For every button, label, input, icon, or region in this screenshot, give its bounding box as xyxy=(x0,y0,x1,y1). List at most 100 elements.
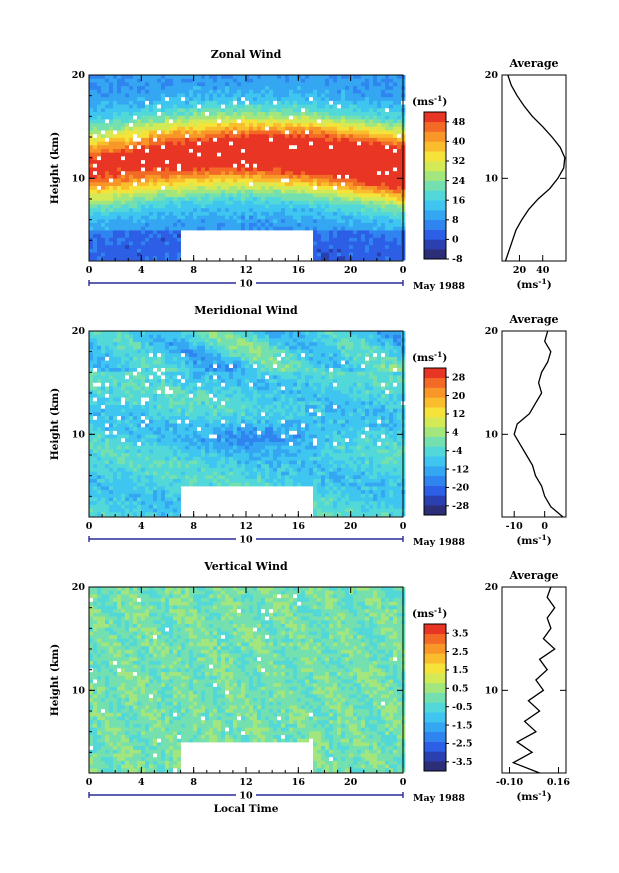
heatmap-cell xyxy=(121,137,126,142)
heatmap-cell xyxy=(101,245,106,250)
heatmap-cell xyxy=(377,211,382,216)
heatmap-cell xyxy=(165,230,170,235)
heatmap-cell xyxy=(125,134,130,139)
heatmap-cell xyxy=(165,160,170,165)
heatmap-cell xyxy=(129,149,134,154)
heatmap-cell xyxy=(345,141,350,146)
heatmap-cell xyxy=(341,156,346,161)
heatmap-cell xyxy=(237,189,242,194)
heatmap-cell xyxy=(393,89,398,94)
heatmap-cell xyxy=(205,241,210,246)
heatmap-cell xyxy=(345,171,350,176)
heatmap-cell xyxy=(309,104,314,109)
heatmap-cell xyxy=(325,171,330,176)
heatmap-cell xyxy=(265,237,270,242)
heatmap-cell xyxy=(301,97,306,102)
heatmap-cell xyxy=(365,237,370,242)
heatmap-cell xyxy=(265,248,270,253)
heatmap-cell xyxy=(297,234,302,239)
heatmap-cell xyxy=(389,219,394,224)
heatmap-cell xyxy=(213,211,218,216)
heatmap-cell xyxy=(117,512,122,517)
heatmap-cell xyxy=(377,149,382,154)
heatmap-cell xyxy=(97,412,102,417)
heatmap-cell xyxy=(253,115,258,120)
heatmap-cell xyxy=(137,256,142,261)
heatmap-cell xyxy=(97,141,102,146)
heatmap-cell xyxy=(309,82,314,87)
heatmap-cell xyxy=(109,331,114,336)
heatmap-cell xyxy=(361,226,366,231)
heatmap-cell xyxy=(181,82,186,87)
heatmap-cell xyxy=(241,174,246,179)
heatmap-cell xyxy=(121,112,126,117)
heatmap-cell xyxy=(121,430,126,435)
heatmap-cell xyxy=(229,89,234,94)
heatmap-cell xyxy=(157,497,162,502)
heatmap-cell xyxy=(205,149,210,154)
heatmap-cell xyxy=(101,490,106,495)
heatmap-cell xyxy=(169,89,174,94)
heatmap-cell xyxy=(89,100,94,105)
heatmap-cell xyxy=(245,134,250,139)
heatmap-cell xyxy=(101,123,106,128)
heatmap-cell xyxy=(393,219,398,224)
heatmap-cell xyxy=(369,145,374,150)
heatmap-cell xyxy=(225,189,230,194)
heatmap-cell xyxy=(145,149,150,154)
heatmap-cell xyxy=(253,248,258,253)
heatmap-cell xyxy=(265,126,270,131)
heatmap-cell xyxy=(229,160,234,165)
heatmap-cell xyxy=(225,223,230,228)
heatmap-cell xyxy=(125,174,130,179)
heatmap-cell xyxy=(349,248,354,253)
heatmap-cell xyxy=(157,490,162,495)
heatmap-cell xyxy=(365,241,370,246)
heatmap-cell xyxy=(341,204,346,209)
heatmap-cell xyxy=(209,223,214,228)
heatmap-cell xyxy=(245,171,250,176)
heatmap-cell xyxy=(129,178,134,183)
heatmap-cell xyxy=(265,86,270,91)
heatmap-cell xyxy=(209,230,214,235)
heatmap-cell xyxy=(93,152,98,157)
heatmap-cell xyxy=(129,141,134,146)
heatmap-cell xyxy=(101,434,106,439)
heatmap-cell xyxy=(129,497,134,502)
heatmap-cell xyxy=(329,234,334,239)
heatmap-cell xyxy=(133,453,138,458)
heatmap-cell xyxy=(349,137,354,142)
heatmap-cell xyxy=(289,97,294,102)
heatmap-cell xyxy=(193,149,198,154)
heatmap-cell xyxy=(89,331,94,336)
heatmap-cell xyxy=(373,145,378,150)
heatmap-cell xyxy=(189,93,194,98)
heatmap-cell xyxy=(113,223,118,228)
heatmap-cell xyxy=(117,508,122,513)
heatmap-cell xyxy=(201,252,206,257)
heatmap-cell xyxy=(273,197,278,202)
heatmap-cell xyxy=(381,193,386,198)
heatmap-cell xyxy=(97,123,102,128)
heatmap-cell xyxy=(369,152,374,157)
heatmap-cell xyxy=(349,100,354,105)
heatmap-cell xyxy=(381,219,386,224)
heatmap-cell xyxy=(121,86,126,91)
heatmap-cell xyxy=(93,171,98,176)
heatmap-cell xyxy=(329,93,334,98)
heatmap-cell xyxy=(297,178,302,183)
heatmap-cell xyxy=(197,78,202,83)
heatmap-cell xyxy=(273,86,278,91)
heatmap-cell xyxy=(281,186,286,191)
heatmap-cell xyxy=(105,408,110,413)
heatmap-cell xyxy=(145,252,150,257)
heatmap-cell xyxy=(289,108,294,113)
heatmap-cell xyxy=(293,134,298,139)
heatmap-cell xyxy=(377,197,382,202)
heatmap-cell xyxy=(161,416,166,421)
heatmap-cell xyxy=(265,145,270,150)
heatmap-cell xyxy=(133,204,138,209)
heatmap-cell xyxy=(209,226,214,231)
heatmap-cell xyxy=(201,193,206,198)
heatmap-cell xyxy=(261,252,266,257)
